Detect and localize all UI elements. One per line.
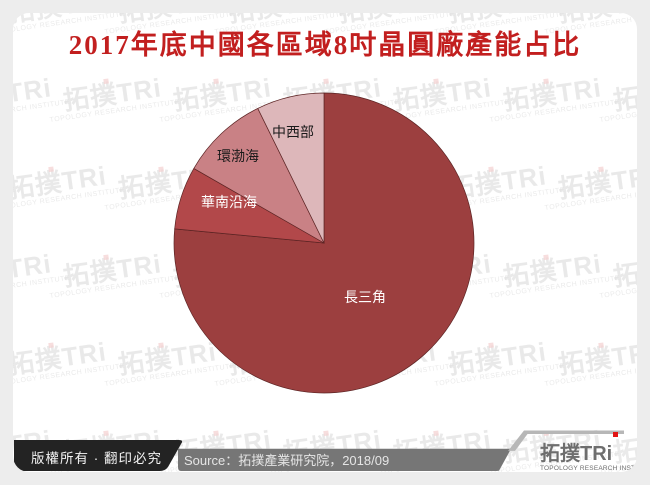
svg-text:Source：拓撲產業研究院，2018/09: Source：拓撲產業研究院，2018/09: [184, 453, 389, 468]
svg-text:版權所有 · 翻印必究: 版權所有 · 翻印必究: [31, 451, 162, 466]
